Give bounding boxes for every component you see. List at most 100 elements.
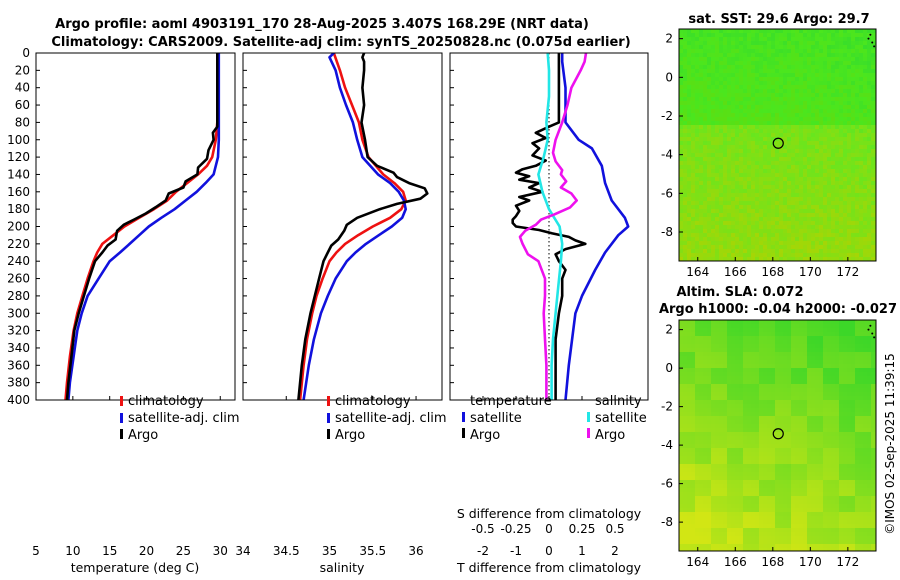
- heatmap-cell: [839, 77, 844, 82]
- heatmap-cell: [807, 324, 812, 329]
- heatmap-cell: [751, 328, 756, 333]
- heatmap-cell: [691, 364, 696, 369]
- heatmap-cell: [719, 193, 724, 198]
- heatmap-cell: [747, 29, 752, 34]
- heatmap-cell: [679, 69, 684, 74]
- heatmap-cell: [715, 384, 720, 389]
- heatmap-cell: [863, 149, 868, 154]
- heatmap-cell: [751, 209, 756, 214]
- heatmap-cell: [731, 137, 736, 142]
- heatmap-cell: [743, 360, 748, 365]
- heatmap-cell: [735, 372, 740, 377]
- heatmap-cell: [807, 177, 812, 182]
- heatmap-cell: [691, 233, 696, 238]
- heatmap-cell: [843, 173, 848, 178]
- heatmap-cell: [731, 324, 736, 329]
- heatmap-cell: [795, 408, 800, 413]
- heatmap-cell: [795, 320, 800, 325]
- heatmap-cell: [811, 29, 816, 34]
- heatmap-cell: [763, 169, 768, 174]
- heatmap-cell: [755, 360, 760, 365]
- heatmap-cell: [819, 245, 824, 250]
- heatmap-cell: [827, 404, 832, 409]
- heatmap-cell: [831, 460, 836, 465]
- heatmap-cell: [767, 149, 772, 154]
- heatmap-cell: [767, 257, 772, 261]
- heatmap-cell: [723, 205, 728, 210]
- heatmap-cell: [795, 257, 800, 261]
- heatmap-cell: [811, 448, 816, 453]
- heatmap-cell: [847, 460, 852, 465]
- heatmap-cell: [815, 217, 820, 222]
- heatmap-cell: [783, 109, 788, 114]
- heatmap-cell: [779, 229, 784, 234]
- heatmap-cell: [695, 440, 700, 445]
- x-tick-label: 25: [176, 544, 191, 558]
- heatmap-cell: [699, 205, 704, 210]
- heatmap-cell: [751, 376, 756, 381]
- heatmap-cell: [811, 452, 816, 457]
- heatmap-cell: [855, 49, 860, 54]
- heatmap-cell: [707, 93, 712, 98]
- heatmap-cell: [739, 185, 744, 190]
- heatmap-cell: [839, 197, 844, 202]
- heatmap-cell: [715, 109, 720, 114]
- heatmap-cell: [811, 73, 816, 78]
- heatmap-cell: [723, 141, 728, 146]
- heatmap-cell: [767, 29, 772, 34]
- heatmap-cell: [719, 173, 724, 178]
- heatmap-cell: [779, 153, 784, 158]
- heatmap-cell: [743, 217, 748, 222]
- heatmap-cell: [783, 61, 788, 66]
- heatmap-cell: [691, 368, 696, 373]
- heatmap-cell: [683, 400, 688, 405]
- heatmap-cell: [767, 121, 772, 126]
- heatmap-cell: [687, 69, 692, 74]
- heatmap-cell: [839, 400, 844, 405]
- heatmap-cell: [755, 257, 760, 261]
- heatmap-cell: [839, 105, 844, 110]
- heatmap-cell: [707, 57, 712, 62]
- heatmap-cell: [727, 432, 732, 437]
- heatmap-cell: [735, 388, 740, 393]
- heatmap-cell: [799, 249, 804, 254]
- heatmap-cell: [759, 189, 764, 194]
- heatmap-cell: [835, 117, 840, 122]
- heatmap-cell: [799, 217, 804, 222]
- heatmap-cell: [799, 181, 804, 186]
- heatmap-cell: [847, 420, 852, 425]
- legend-label-satellite: satellite-adj. clim: [128, 411, 240, 426]
- depth-tick-label: 20: [15, 63, 30, 77]
- heatmap-cell: [795, 424, 800, 429]
- heatmap-cell: [819, 57, 824, 62]
- heatmap-cell: [715, 464, 720, 469]
- heatmap-cell: [839, 101, 844, 106]
- heatmap-cell: [835, 45, 840, 50]
- heatmap-cell: [747, 169, 752, 174]
- heatmap-cell: [863, 372, 868, 377]
- legend-label-climatology: climatology: [335, 394, 411, 409]
- heatmap-cell: [807, 352, 812, 357]
- heatmap-cell: [683, 65, 688, 70]
- heatmap-cell: [755, 101, 760, 106]
- heatmap-cell: [827, 388, 832, 393]
- heatmap-cell: [715, 392, 720, 397]
- heatmap-cell: [695, 352, 700, 357]
- heatmap-cell: [867, 356, 872, 361]
- heatmap-cell: [755, 69, 760, 74]
- heatmap-cell: [803, 189, 808, 194]
- heatmap-cell: [867, 77, 872, 82]
- heatmap-cell: [839, 153, 844, 158]
- heatmap-cell: [743, 396, 748, 401]
- heatmap-cell: [855, 73, 860, 78]
- heatmap-cell: [807, 189, 812, 194]
- heatmap-cell: [843, 392, 848, 397]
- heatmap-cell: [831, 69, 836, 74]
- coastline-dot: [869, 33, 872, 36]
- heatmap-cell: [743, 448, 748, 453]
- heatmap-cell: [827, 209, 832, 214]
- heatmap-cell: [767, 245, 772, 250]
- heatmap-cell: [867, 65, 872, 70]
- heatmap-cell: [715, 432, 720, 437]
- heatmap-cell: [751, 121, 756, 126]
